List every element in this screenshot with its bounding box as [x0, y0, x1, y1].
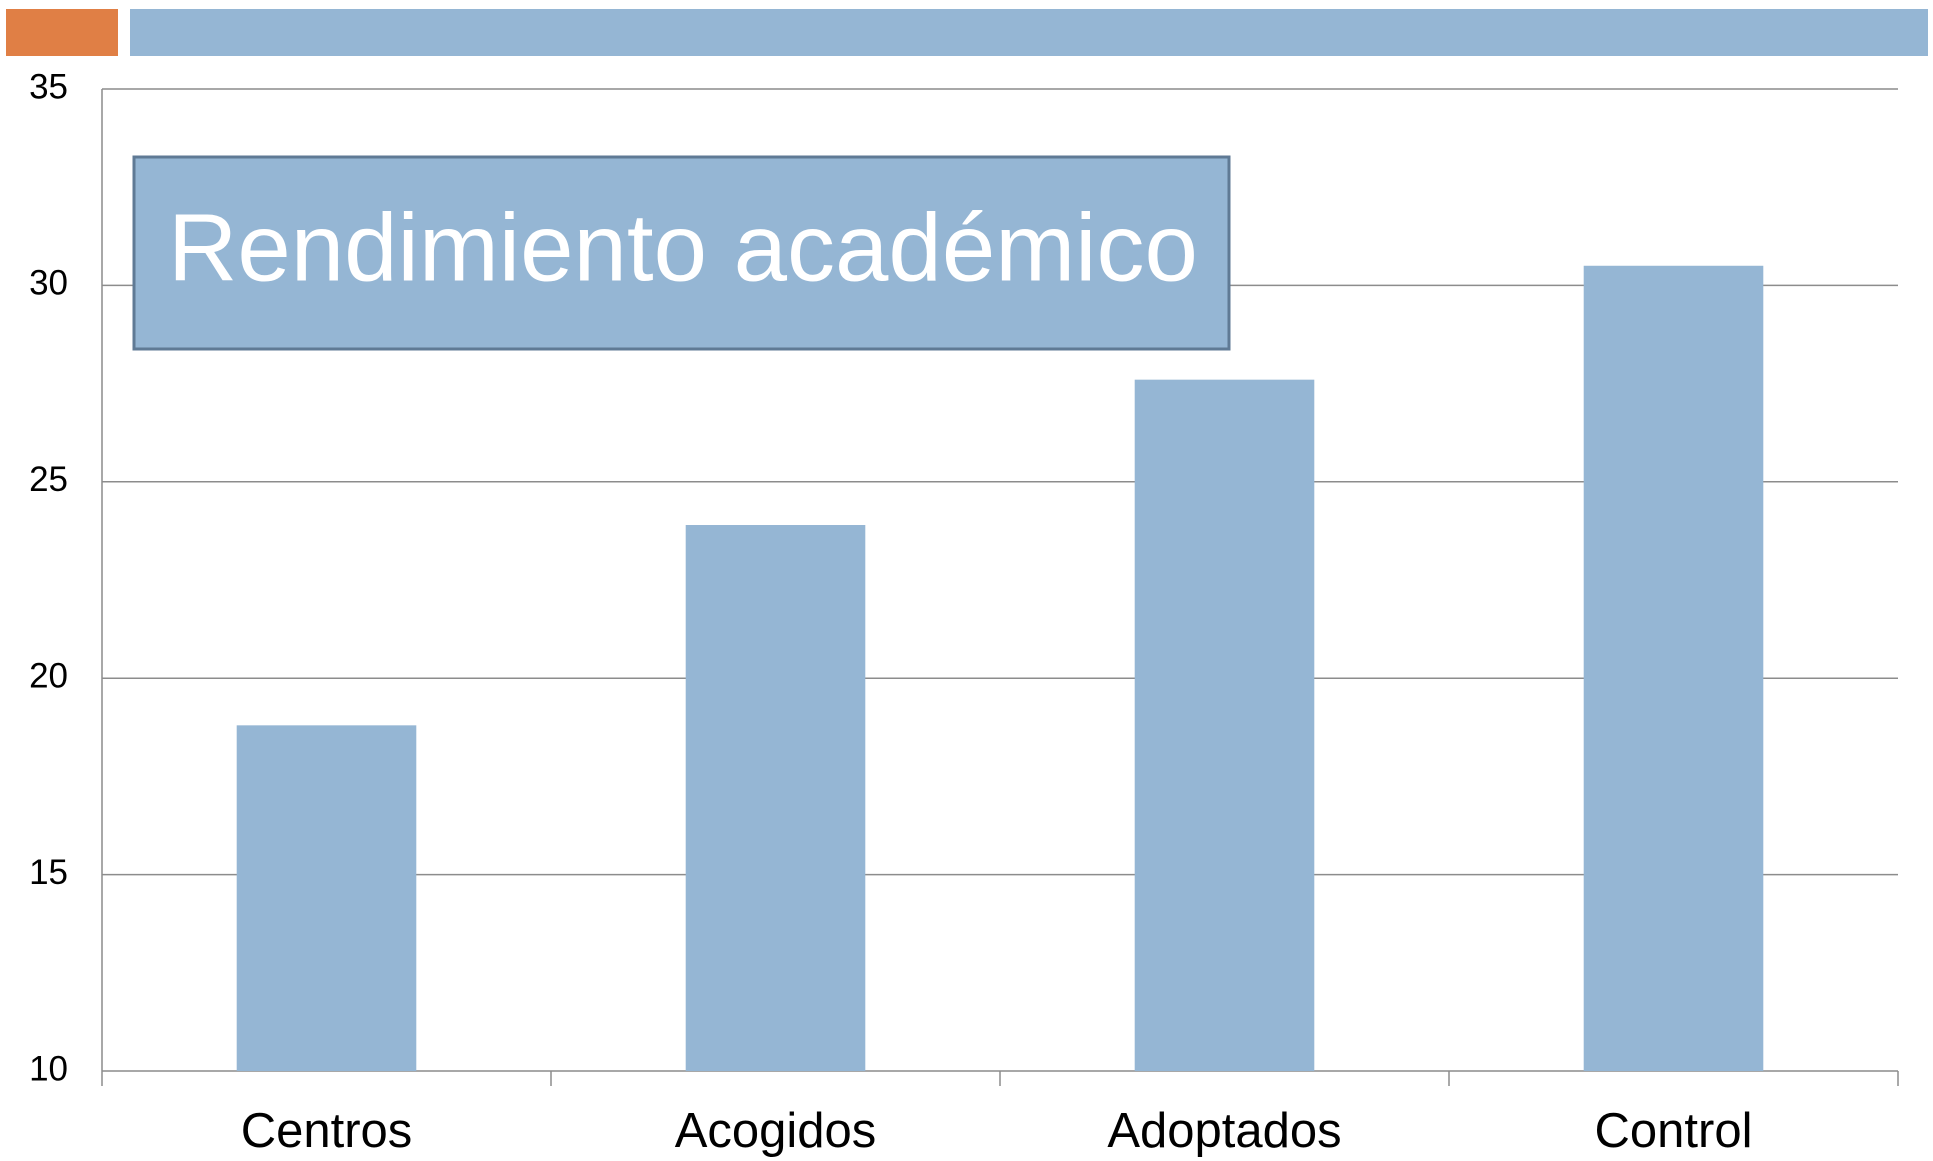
x-tick-label: Adoptados — [1107, 1104, 1341, 1158]
y-tick-label: 25 — [29, 460, 68, 499]
bar — [1134, 379, 1315, 1071]
x-tick-label: Acogidos — [675, 1104, 877, 1158]
y-tick-label: 15 — [29, 853, 68, 892]
y-tick-label: 35 — [29, 67, 68, 106]
chart-title: Rendimiento académico — [168, 194, 1198, 301]
bar — [1583, 265, 1764, 1071]
y-tick-label: 20 — [29, 656, 68, 695]
x-tick-label: Centros — [241, 1104, 413, 1158]
accent-orange — [6, 9, 118, 56]
bars — [236, 265, 1764, 1071]
bar — [236, 725, 417, 1071]
y-tick-label: 10 — [29, 1049, 68, 1088]
title-box — [132, 155, 1231, 351]
grid: 10 15 20 25 30 35 Centros Acogidos Adoptados Cont… — [29, 67, 1899, 1158]
accent-blue — [130, 9, 1928, 56]
y-tick-label: 30 — [29, 264, 68, 303]
bar — [685, 525, 866, 1071]
x-tick-label: Control — [1595, 1104, 1753, 1158]
